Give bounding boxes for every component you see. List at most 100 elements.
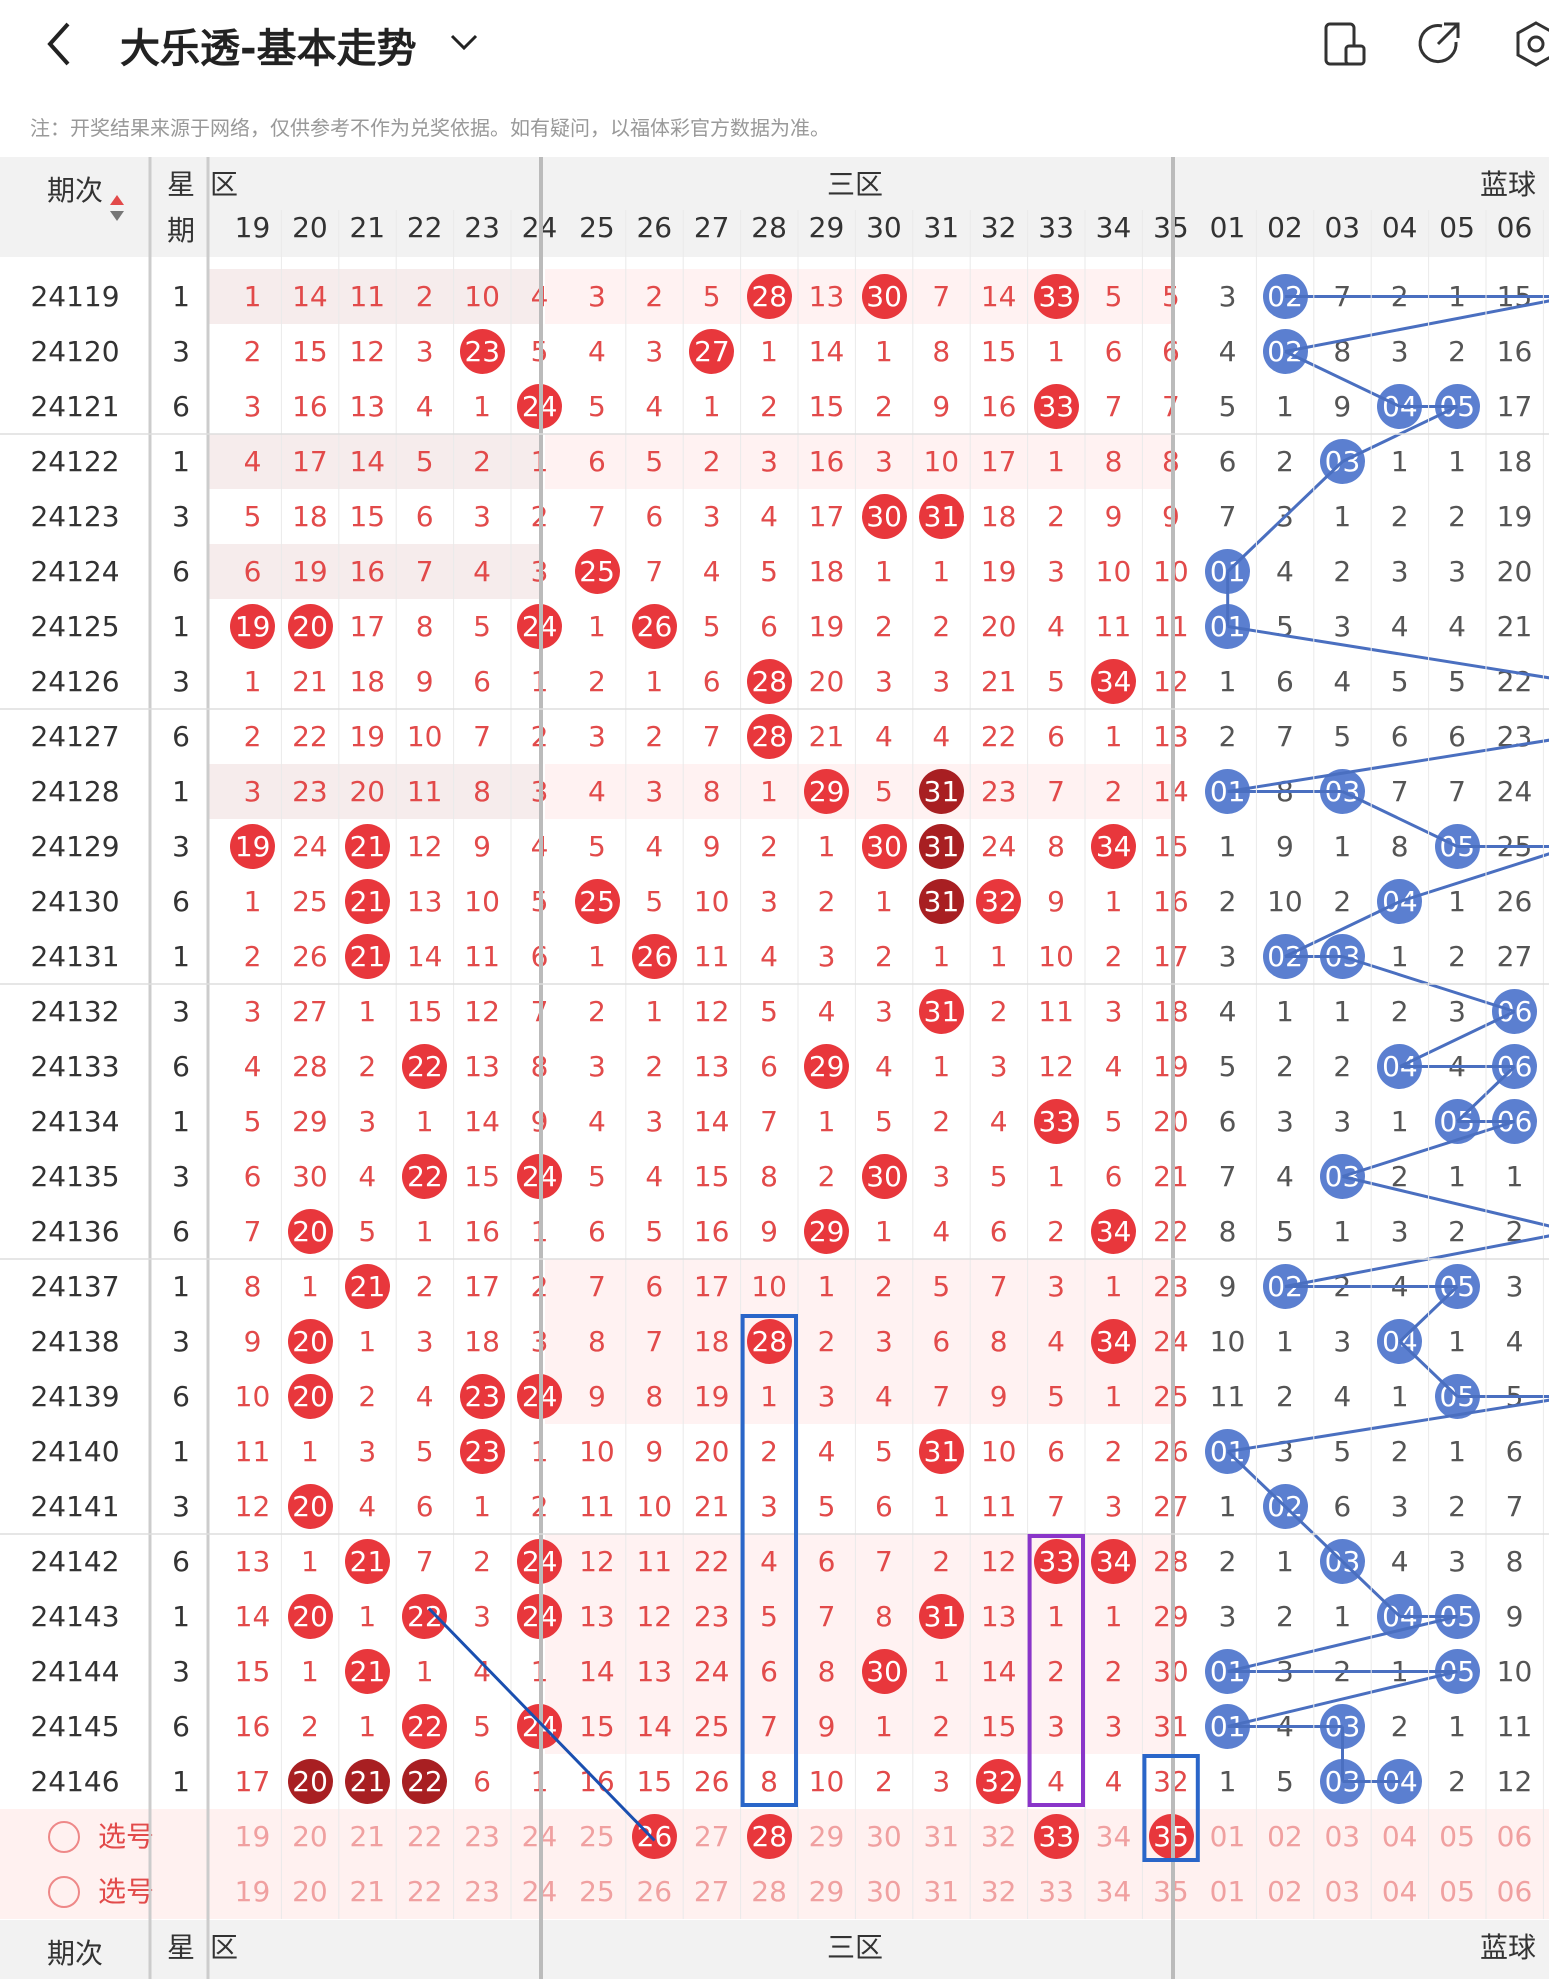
red-ball[interactable]: 24 [517, 1594, 563, 1639]
red-ball[interactable]: 19 [230, 824, 276, 869]
picker-row[interactable]: 选号 19 20 21 22 23 24 25 26 27 28 29 30 31 32 33 34 35 01 02… [0, 1809, 1549, 1864]
table-row[interactable]: 24144 3 15 1 21 1 4 1 14 13 24 6 8 30 1 14 2 2 30 01 3 2 1 05 10… [0, 1644, 1549, 1699]
issue-header[interactable]: 期次 [46, 174, 103, 207]
pick-blue-number[interactable]: 06 [1496, 1875, 1533, 1908]
table-row[interactable]: 24140111135231109202453110622601352161 [0, 1424, 1549, 1479]
red-ball[interactable]: 31 [919, 1429, 964, 1474]
red-ball[interactable]: 28 [746, 274, 792, 319]
pick-number[interactable]: 25 [579, 1820, 615, 1853]
pick-number[interactable]: 26 [636, 1875, 673, 1908]
red-ball[interactable]: 27 [689, 329, 735, 374]
blue-ball[interactable]: 04 [1377, 384, 1423, 429]
red-ball[interactable]: 24 [517, 1704, 563, 1749]
blue-ball[interactable]: 01 [1205, 1704, 1251, 1749]
pick-number[interactable]: 21 [349, 1875, 386, 1908]
blue-ball[interactable]: 04 [1377, 1044, 1423, 1089]
blue-ball[interactable]: 01 [1205, 549, 1251, 594]
sort-arrow-icon[interactable] [108, 193, 126, 223]
red-ball[interactable]: 25 [574, 549, 620, 594]
pick-blue-number[interactable]: 07 [1543, 1864, 1549, 1919]
red-ball[interactable]: 31 [919, 824, 964, 869]
table-row[interactable]: 24142 6 13 1 21 7 2 24 12 11 22 4 6 7 2 12 33 34 28 2 1 03 4 3 8… [0, 1534, 1549, 1589]
pick-blue-number[interactable]: 05 [1439, 1820, 1475, 1853]
table-row[interactable]: 241396102024232498191347951251124105507 [0, 1369, 1549, 1424]
table-row[interactable]: 24145 6 16 2 1 22 5 24 15 14 25 7 9 1 2 15 3 3 31 01 4 03 2 1 11… [0, 1699, 1549, 1754]
pick-blue-number[interactable]: 01 [1209, 1820, 1246, 1853]
picker-select[interactable]: 选号 [0, 1809, 205, 1864]
table-row[interactable]: 241263121189612162820332153412164552207 [0, 654, 1549, 709]
pick-blue-number[interactable]: 04 [1381, 1820, 1418, 1853]
red-ball[interactable]: 26 [632, 934, 677, 979]
red-ball[interactable]: 28 [746, 714, 792, 759]
blue-ball[interactable]: 03 [1320, 1759, 1365, 1804]
red-ball[interactable]: 31 [919, 879, 964, 924]
red-ball[interactable]: 29 [804, 769, 850, 814]
blue-ball[interactable]: 03 [1320, 1539, 1365, 1584]
red-ball[interactable]: 24 [517, 384, 563, 429]
pick-number[interactable]: 30 [866, 1875, 902, 1908]
pick-number[interactable]: 32 [980, 1820, 1017, 1853]
table-row[interactable]: 24131 1 2 26 21 14 11 6 1 26 11 4 3 2 1 1 10 2 17 3 02 03 1 2 27… [0, 929, 1549, 984]
phone-rotate-icon[interactable] [1320, 20, 1368, 68]
red-ball[interactable]: 21 [345, 1649, 390, 1694]
pick-number[interactable]: 19 [234, 1875, 271, 1908]
picked-ball[interactable]: 26 [632, 1814, 677, 1859]
red-ball[interactable]: 32 [976, 1759, 1022, 1804]
red-ball[interactable]: 22 [402, 1594, 448, 1639]
red-ball[interactable]: 21 [345, 824, 390, 869]
pick-number[interactable]: 33 [1038, 1875, 1074, 1908]
blue-ball[interactable]: 02 [1262, 934, 1308, 979]
blue-ball[interactable]: 03 [1320, 439, 1365, 484]
blue-ball[interactable]: 03 [1320, 1704, 1365, 1749]
red-ball[interactable]: 33 [1033, 1099, 1079, 1144]
table-row[interactable]: 241336428222138321362941312419522044064 [0, 1039, 1549, 1094]
red-ball[interactable]: 33 [1033, 384, 1079, 429]
red-ball[interactable]: 34 [1091, 1319, 1137, 1364]
chevron-down-icon[interactable] [446, 28, 482, 56]
red-ball[interactable]: 30 [861, 1649, 907, 1694]
pick-number[interactable]: 22 [406, 1820, 443, 1853]
red-ball[interactable]: 29 [804, 1209, 850, 1254]
pick-blue-number[interactable]: 03 [1324, 1875, 1361, 1908]
table-row[interactable]: 2412214171452165231631017188620311183 [0, 434, 1549, 489]
pick-blue-number[interactable]: 07 [1543, 1809, 1549, 1864]
blue-ball[interactable]: 05 [1434, 1594, 1480, 1639]
red-ball[interactable]: 34 [1091, 1209, 1137, 1254]
blue-ball[interactable]: 01 [1205, 604, 1251, 649]
table-row[interactable]: 2411911141121043252813307143355302721150… [0, 269, 1549, 324]
picked-ball[interactable]: 33 [1033, 1814, 1079, 1859]
red-ball[interactable]: 20 [287, 1374, 333, 1419]
blue-ball[interactable]: 05 [1434, 1649, 1480, 1694]
pick-number[interactable]: 24 [521, 1820, 558, 1853]
pick-number[interactable]: 25 [579, 1875, 615, 1908]
blue-ball[interactable]: 06 [1492, 989, 1538, 1034]
red-ball[interactable]: 21 [345, 1264, 390, 1309]
red-ball[interactable]: 25 [574, 879, 620, 924]
blue-ball[interactable]: 04 [1377, 1594, 1423, 1639]
red-ball[interactable]: 20 [287, 1594, 333, 1639]
red-ball[interactable]: 30 [861, 1154, 907, 1199]
red-ball[interactable]: 20 [287, 1484, 333, 1529]
picker-select[interactable]: 选号 [0, 1864, 205, 1919]
pick-number[interactable]: 20 [292, 1820, 328, 1853]
issue-header[interactable]: 期次 [46, 1937, 103, 1970]
red-ball[interactable]: 31 [919, 989, 964, 1034]
red-ball[interactable]: 23 [459, 329, 505, 374]
blue-ball[interactable]: 03 [1320, 934, 1365, 979]
picker-row[interactable]: 选号 19 20 21 22 23 24 25 26 27 28 29 30 31 32 33 34 35 01 02… [0, 1864, 1549, 1919]
red-ball[interactable]: 22 [402, 1704, 448, 1749]
red-ball[interactable]: 34 [1091, 824, 1137, 869]
red-ball[interactable]: 31 [919, 769, 964, 814]
pick-number[interactable]: 35 [1153, 1875, 1189, 1908]
pick-number[interactable]: 27 [693, 1875, 730, 1908]
pick-number[interactable]: 22 [406, 1875, 443, 1908]
pick-blue-number[interactable]: 02 [1267, 1820, 1303, 1853]
red-ball[interactable]: 23 [459, 1429, 505, 1474]
red-ball[interactable]: 31 [919, 1594, 964, 1639]
blue-ball[interactable]: 05 [1434, 1099, 1480, 1144]
red-ball[interactable]: 30 [861, 824, 907, 869]
blue-ball[interactable]: 02 [1262, 274, 1308, 319]
table-row[interactable]: 24143 1 14 20 1 22 3 24 13 12 23 5 7 8 31 13 1 1 29 3 2 1 04 05… [0, 1589, 1549, 1644]
